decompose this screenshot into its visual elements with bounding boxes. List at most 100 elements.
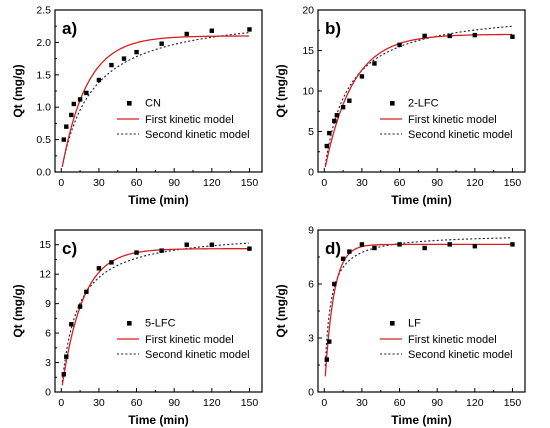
data-point bbox=[472, 244, 478, 249]
x-tick-label: 0 bbox=[321, 177, 327, 189]
legend-marker-points bbox=[127, 321, 132, 326]
y-tick-label: 1.0 bbox=[36, 102, 51, 114]
data-point bbox=[64, 354, 69, 359]
y-tick-label: 0.0 bbox=[36, 167, 51, 179]
x-tick-label: 120 bbox=[466, 397, 484, 409]
x-tick-label: 60 bbox=[131, 177, 143, 189]
panel-label: b) bbox=[325, 19, 341, 38]
x-tick-label: 0 bbox=[58, 397, 64, 409]
data-point bbox=[397, 242, 402, 247]
y-tick-label: 3 bbox=[308, 333, 314, 345]
data-point bbox=[61, 137, 66, 142]
data-point bbox=[359, 242, 365, 247]
legend-label-series: LF bbox=[408, 318, 421, 330]
data-point bbox=[159, 248, 164, 253]
first-kinetic-curve bbox=[61, 35, 249, 167]
y-tick-label: 0 bbox=[308, 387, 314, 399]
y-axis-title: Qt (mg/g) bbox=[11, 284, 25, 337]
data-point bbox=[372, 245, 377, 251]
legend-marker-points bbox=[127, 101, 132, 106]
x-tick-label: 30 bbox=[93, 177, 105, 189]
legend-label-second: Second kinetic model bbox=[145, 129, 250, 141]
legend: LF First kinetic model Second kinetic mode… bbox=[380, 318, 513, 361]
first-kinetic-curve bbox=[324, 33, 512, 168]
data-point bbox=[84, 289, 89, 295]
data-point bbox=[447, 33, 452, 39]
first-kinetic-curve bbox=[61, 248, 249, 386]
data-point bbox=[77, 97, 83, 102]
legend: CN First kinetic model Second kinetic mode… bbox=[117, 98, 250, 141]
x-tick-label: 60 bbox=[131, 397, 143, 409]
x-tick-label: 30 bbox=[356, 397, 368, 409]
data-point bbox=[422, 33, 427, 39]
data-point bbox=[324, 357, 329, 362]
x-axis-title: Time (min) bbox=[391, 193, 451, 207]
y-axis-title: Qt (mg/g) bbox=[274, 64, 288, 117]
y-tick-label: 9 bbox=[45, 298, 51, 310]
x-tick-label: 30 bbox=[356, 177, 368, 189]
legend-label-first: First kinetic model bbox=[408, 334, 497, 346]
y-tick-label: 6 bbox=[45, 328, 51, 340]
data-point bbox=[332, 281, 337, 287]
data-point bbox=[334, 113, 340, 118]
legend-label-first: First kinetic model bbox=[145, 114, 234, 126]
y-axis-title: Qt (mg/g) bbox=[11, 64, 25, 117]
x-tick-label: 60 bbox=[394, 397, 406, 409]
first-kinetic-curve bbox=[324, 243, 512, 377]
data-point bbox=[159, 41, 164, 46]
y-tick-label: 3 bbox=[45, 357, 51, 369]
data-point bbox=[327, 130, 332, 136]
x-tick-label: 90 bbox=[168, 177, 180, 189]
x-tick-label: 120 bbox=[203, 177, 221, 189]
data-point bbox=[332, 118, 337, 124]
y-tick-label: 2.5 bbox=[36, 5, 51, 17]
data-point bbox=[96, 77, 102, 83]
legend: 5-LFC First kinetic model Second kinetic m… bbox=[117, 318, 250, 361]
data-point bbox=[77, 304, 83, 309]
data-point bbox=[109, 62, 114, 68]
x-axis-title: Time (min) bbox=[128, 413, 188, 427]
y-tick-label: 0.5 bbox=[36, 134, 51, 146]
data-point bbox=[397, 42, 402, 48]
data-point bbox=[340, 105, 346, 110]
x-tick-label: 150 bbox=[504, 397, 522, 409]
y-tick-label: 20 bbox=[302, 5, 314, 17]
data-point bbox=[340, 256, 346, 261]
data-point bbox=[69, 112, 74, 118]
x-tick-label: 60 bbox=[394, 177, 406, 189]
data-point bbox=[372, 61, 377, 66]
y-tick-label: 15 bbox=[302, 45, 314, 57]
data-point bbox=[69, 322, 74, 327]
y-tick-label: 9 bbox=[308, 225, 314, 237]
x-tick-label: 90 bbox=[168, 397, 180, 409]
data-point bbox=[247, 246, 252, 251]
plot-frame bbox=[54, 229, 263, 393]
legend-label-second: Second kinetic model bbox=[145, 349, 250, 361]
legend: 2-LFC First kinetic model Second kinetic m… bbox=[380, 98, 513, 141]
panel-label: d) bbox=[325, 239, 341, 258]
chart-panel-b: 0 30 60 90 120 150 0 5 10 15 20 Time (min) Qt (mg/g)… bbox=[274, 5, 526, 207]
legend-label-series: 5-LFC bbox=[145, 318, 176, 330]
data-point bbox=[422, 245, 427, 251]
second-kinetic-curve bbox=[61, 242, 249, 383]
panel-label: a) bbox=[62, 19, 77, 38]
legend-label-second: Second kinetic model bbox=[408, 129, 513, 141]
data-point bbox=[61, 372, 66, 377]
data-point bbox=[209, 242, 215, 247]
y-tick-label: 6 bbox=[308, 279, 314, 291]
y-tick-label: 5 bbox=[308, 126, 314, 138]
data-point bbox=[327, 339, 332, 344]
x-axis-title: Time (min) bbox=[391, 413, 451, 427]
data-point bbox=[71, 101, 77, 107]
chart-panel-a: 0 30 60 90 120 150 0.0 0.5 1.0 1.5 2.0 2.5 Time (min… bbox=[11, 5, 263, 207]
second-kinetic-curve bbox=[324, 237, 512, 366]
data-point bbox=[121, 56, 127, 61]
data-point bbox=[134, 49, 139, 55]
data-point bbox=[184, 242, 189, 247]
legend-label-series: 2-LFC bbox=[408, 98, 439, 110]
y-tick-label: 2.0 bbox=[36, 37, 51, 49]
y-axis-title: Qt (mg/g) bbox=[274, 284, 288, 337]
y-tick-label: 12 bbox=[39, 269, 51, 281]
data-point bbox=[247, 27, 252, 32]
